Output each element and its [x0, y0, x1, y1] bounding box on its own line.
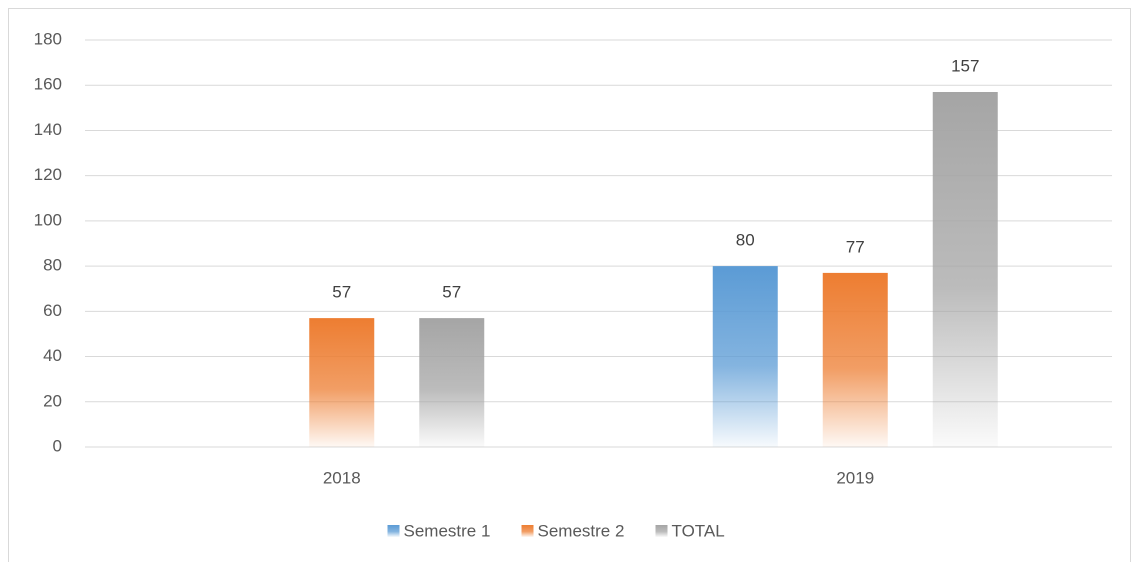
data-label: 57: [332, 283, 351, 302]
y-tick-label: 100: [34, 210, 62, 229]
y-tick-label: 20: [43, 391, 62, 410]
data-label: 157: [951, 56, 979, 75]
data-label: 80: [736, 231, 755, 250]
y-tick-label: 0: [53, 436, 62, 455]
legend-label: Semestre 2: [538, 521, 625, 540]
bar: [309, 318, 375, 447]
legend-swatch: [521, 525, 534, 537]
bar: [932, 92, 998, 447]
y-tick-label: 140: [34, 120, 62, 139]
y-tick-label: 120: [34, 165, 62, 184]
legend-swatch: [655, 525, 668, 537]
legend-label: Semestre 1: [404, 521, 491, 540]
y-tick-label: 40: [43, 346, 62, 365]
bar: [822, 272, 888, 447]
legend-swatch: [387, 525, 400, 537]
data-label: 57: [442, 283, 461, 302]
y-tick-label: 180: [34, 29, 62, 48]
y-tick-label: 60: [43, 301, 62, 320]
x-tick-label: 2019: [836, 468, 874, 487]
data-label: 77: [846, 237, 865, 256]
y-tick-label: 80: [43, 256, 62, 275]
legend-label: TOTAL: [672, 521, 725, 540]
y-tick-label: 160: [34, 75, 62, 94]
bar: [419, 318, 485, 447]
x-tick-label: 2018: [323, 468, 361, 487]
bar: [712, 266, 778, 447]
